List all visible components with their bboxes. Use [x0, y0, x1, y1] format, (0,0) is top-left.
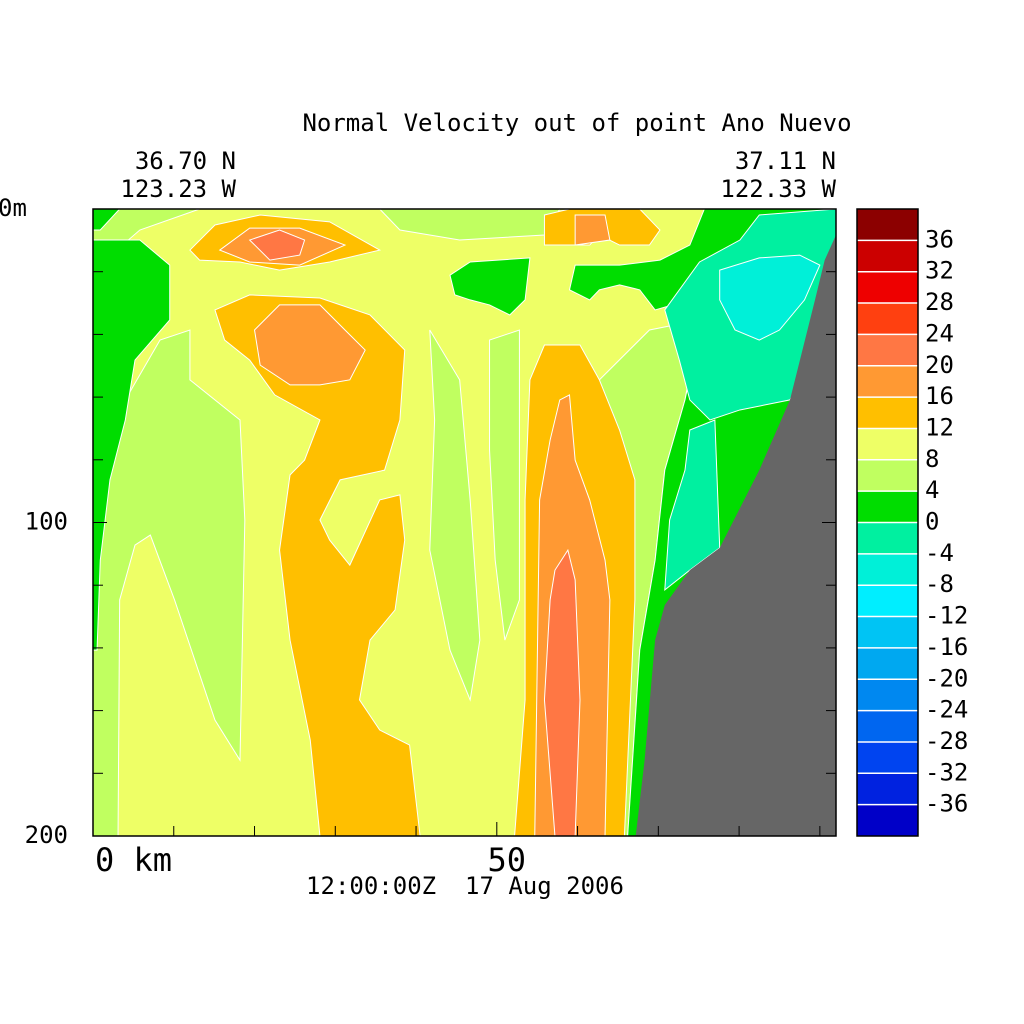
colorbar-label: -12 — [925, 602, 968, 630]
colorbar-bin — [857, 710, 918, 742]
right-lat: 37.11 N — [735, 147, 836, 175]
colorbar-label: -36 — [925, 790, 968, 818]
colorbar-label: 20 — [925, 351, 954, 379]
colorbar-label: 12 — [925, 413, 954, 441]
colorbar-bin — [857, 585, 918, 617]
colorbar-label: 32 — [925, 257, 954, 285]
y-tick-label: 0m — [0, 194, 27, 222]
colorbar-label: -16 — [925, 633, 968, 661]
x-tick-label: 50 — [488, 841, 527, 879]
left-lon: 123.23 W — [120, 175, 236, 203]
colorbar-label: -4 — [925, 539, 954, 567]
colorbar-label: 28 — [925, 288, 954, 316]
colorbar-bin — [857, 240, 918, 272]
chart-title: Normal Velocity out of point Ano Nuevo — [302, 109, 851, 137]
colorbar-label: -8 — [925, 570, 954, 598]
colorbar-bin — [857, 365, 918, 398]
colorbar-bin — [857, 741, 918, 774]
colorbar-bin — [857, 397, 918, 429]
colorbar-bin — [857, 679, 918, 711]
colorbar-label: 36 — [925, 225, 954, 253]
time-label: 12:00:00Z 17 Aug 2006 — [306, 872, 624, 900]
colorbar-label: -24 — [925, 696, 968, 724]
colorbar-bin — [857, 428, 918, 460]
colorbar-label: -20 — [925, 664, 968, 692]
colorbar-bin — [857, 459, 918, 492]
contour-region — [574, 214, 611, 246]
contour-region — [248, 229, 306, 261]
colorbar-bin — [857, 804, 918, 836]
colorbar-label: 0 — [925, 508, 939, 536]
colorbar-label: 24 — [925, 319, 954, 347]
colorbar-bin — [857, 616, 918, 648]
colorbar-bin — [857, 773, 918, 805]
colorbar-bin — [857, 647, 918, 680]
colorbar-bin — [857, 522, 918, 554]
contour-region — [214, 294, 421, 837]
land-mask — [635, 235, 836, 836]
contour-region — [92, 239, 171, 651]
contour-region — [489, 329, 520, 641]
contour-region — [429, 329, 481, 702]
y-tick-label: 100 — [25, 508, 68, 536]
colorbar-label: 8 — [925, 445, 939, 473]
contour-region — [253, 304, 366, 386]
colorbar-label: -32 — [925, 758, 968, 786]
colorbar-bin — [857, 209, 918, 241]
colorbar-bin — [857, 491, 918, 523]
colorbar-bin — [857, 303, 918, 335]
colorbar-bin — [857, 553, 918, 586]
right-lon: 122.33 W — [720, 175, 836, 203]
contour-region — [719, 254, 821, 341]
colorbar-bin — [857, 271, 918, 304]
contour-region — [449, 257, 531, 316]
colorbar-label: 4 — [925, 476, 939, 504]
x-tick-label: 0 km — [95, 841, 172, 879]
colorbar-label: -28 — [925, 727, 968, 755]
contour-region — [543, 548, 581, 837]
y-tick-label: 200 — [25, 821, 68, 849]
colorbar-frame — [856, 208, 919, 837]
contour-region — [92, 329, 246, 837]
colorbar-bin — [857, 334, 918, 366]
colorbar-label: 16 — [925, 382, 954, 410]
left-lat: 36.70 N — [135, 147, 236, 175]
